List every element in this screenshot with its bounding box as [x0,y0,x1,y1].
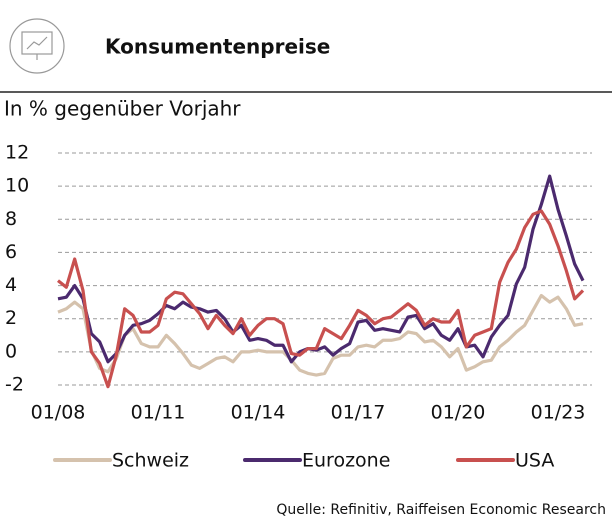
source: Quelle: Refinitiv, Raiffeisen Economic R… [276,502,606,518]
chart-title: Konsumentenpreise [105,35,330,59]
y-tick-label: 10 [5,175,29,197]
line-series [57,293,584,377]
x-tick-label: 01/14 [231,402,286,424]
icon [9,18,65,74]
x-tick-label: 01/17 [331,402,386,424]
x-tick-label: 01/11 [131,402,186,424]
y-tick-label: 6 [5,241,17,263]
x-tick-label: 01/20 [431,402,486,424]
line-series [57,174,585,364]
y-tick-label: 8 [5,208,17,230]
y-tick-label: 12 [5,142,29,164]
y-tick-label: -2 [5,374,24,396]
x-tick-label: 01/08 [31,402,86,424]
subtitle: In % gegenüber Vorjahr [4,97,241,121]
y-tick-label: 4 [5,274,17,296]
line-series [57,209,585,389]
y-tick-label: 2 [5,307,17,329]
legend-label: Eurozone [302,450,390,472]
x-tick-label: 01/23 [531,402,586,424]
legend-label: USA [515,450,554,472]
legend-label: Schweiz [112,450,189,472]
y-tick-label: 0 [5,340,17,362]
